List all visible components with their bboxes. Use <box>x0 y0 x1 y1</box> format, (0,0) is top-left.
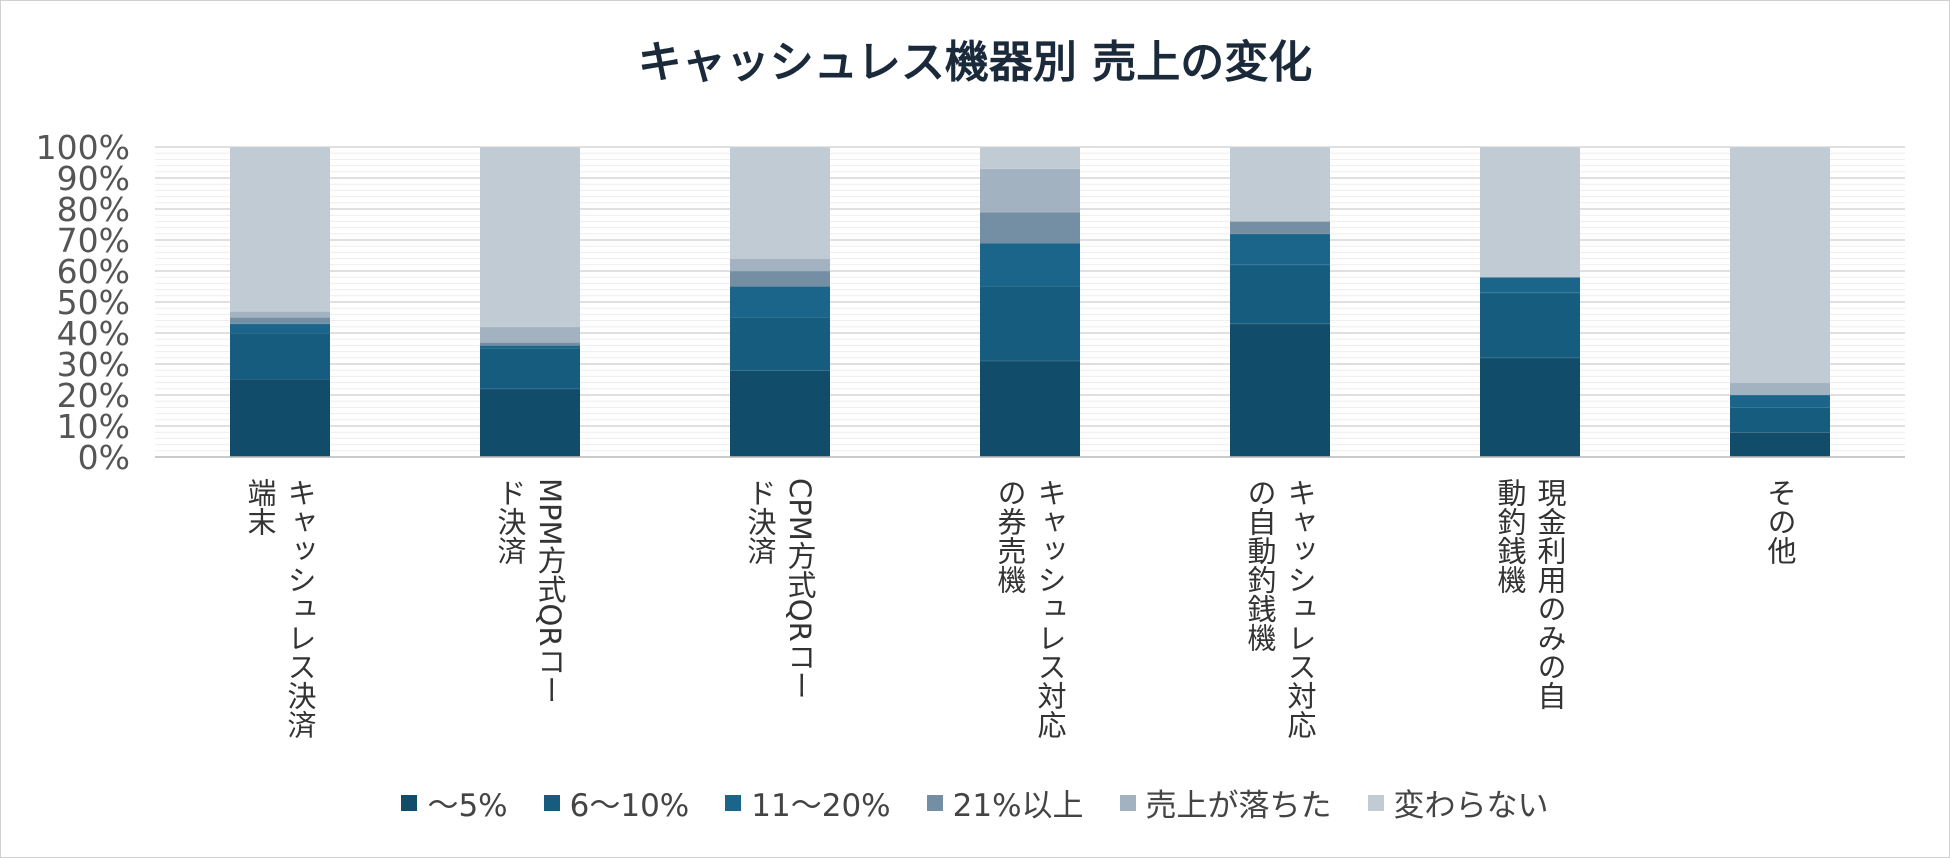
x-tick-label: の自動釣銭機 <box>1243 478 1277 652</box>
y-tick-label: 60% <box>57 252 130 291</box>
y-tick-label: 90% <box>57 159 130 198</box>
legend-item: 売上が落ちた <box>1119 780 1332 825</box>
bar-segment <box>230 147 330 312</box>
x-tick-label: 動釣銭機 <box>1493 478 1527 594</box>
bar-segment <box>1730 147 1830 383</box>
x-tick-label: キャッシュレス決済 <box>283 478 317 739</box>
x-tick-label: その他 <box>1763 478 1797 565</box>
y-tick-label: 20% <box>57 376 130 415</box>
bar-segment <box>980 212 1080 244</box>
bar-segment <box>480 326 580 343</box>
legend-label: ～5% <box>427 788 508 824</box>
bar-segment <box>230 333 330 380</box>
bar-segment <box>1230 147 1330 222</box>
bar-segment <box>980 360 1080 457</box>
x-tick-label: CPM方式QRコー <box>783 478 817 700</box>
bar-segment <box>980 147 1080 169</box>
bar-segment <box>730 317 830 371</box>
legend-label: 売上が落ちた <box>1145 788 1332 824</box>
bar-segment <box>480 348 580 389</box>
legend-swatch <box>543 794 560 811</box>
x-tick-label: キャッシュレス対応 <box>1033 478 1067 739</box>
bar-segment <box>230 317 330 324</box>
bar-segment <box>1480 357 1580 457</box>
legend-label: 6～10% <box>569 788 690 824</box>
bar-segment <box>230 323 330 333</box>
chart-legend: ～5% 6～10% 11～20% 21%以上 売上が落ちた 変わらない <box>0 780 1950 825</box>
x-tick-label: ド決済 <box>493 478 527 565</box>
bar-segment <box>230 379 330 457</box>
bar-segment <box>1730 382 1830 395</box>
bar-segment <box>1230 233 1330 265</box>
bar-segment <box>1480 292 1580 358</box>
y-tick-label: 80% <box>57 190 130 229</box>
bar-segment <box>730 370 830 457</box>
x-tick-label: 端末 <box>243 478 277 536</box>
bar-segment <box>980 168 1080 213</box>
y-tick-label: 0% <box>78 438 130 477</box>
legend-item: 11～20% <box>725 780 891 825</box>
bar-segment <box>730 258 830 271</box>
x-tick-label: の券売機 <box>993 478 1027 594</box>
bar-segment <box>480 388 580 457</box>
bar-segment <box>980 243 1080 287</box>
bar-segment <box>730 147 830 259</box>
y-tick-label: 70% <box>57 221 130 260</box>
legend-label: 11～20% <box>751 788 891 824</box>
bar-segment <box>1730 395 1830 408</box>
bar-segment <box>730 271 830 287</box>
bar-segment <box>1230 221 1330 234</box>
x-tick-label: 現金利用のみの自 <box>1533 478 1567 710</box>
legend-item: ～5% <box>401 780 508 825</box>
y-tick-label: 30% <box>57 345 130 384</box>
legend-swatch <box>401 794 418 811</box>
legend-label: 変わらない <box>1393 788 1549 824</box>
chart-title: キャッシュレス機器別 売上の変化 <box>637 37 1313 88</box>
legend-item: 6～10% <box>543 780 690 825</box>
legend-item: 21%以上 <box>926 780 1084 825</box>
bar-segment <box>480 345 580 349</box>
y-tick-label: 100% <box>36 128 130 167</box>
bar-segment <box>1480 277 1580 293</box>
bar-segment <box>1230 323 1330 457</box>
legend-swatch <box>725 794 742 811</box>
bar-segment <box>1730 407 1830 433</box>
bar-segment <box>1730 432 1830 457</box>
bar-segment <box>1480 147 1580 278</box>
y-tick-label: 10% <box>57 407 130 446</box>
x-tick-label: ド決済 <box>743 478 777 565</box>
y-tick-label: 50% <box>57 283 130 322</box>
y-tick-label: 40% <box>57 314 130 353</box>
legend-swatch <box>1119 794 1136 811</box>
bar-segment <box>1230 264 1330 324</box>
x-tick-label: MPM方式QRコー <box>533 478 567 705</box>
bar-segment <box>480 147 580 327</box>
bar-segment <box>230 311 330 318</box>
x-tick-label: キャッシュレス対応 <box>1283 478 1317 739</box>
bar-segment <box>480 342 580 346</box>
legend-swatch <box>926 794 943 811</box>
bar-segment <box>980 286 1080 361</box>
legend-swatch <box>1367 794 1384 811</box>
legend-item: 変わらない <box>1367 780 1549 825</box>
legend-label: 21%以上 <box>952 788 1084 824</box>
bar-segment <box>730 286 830 318</box>
